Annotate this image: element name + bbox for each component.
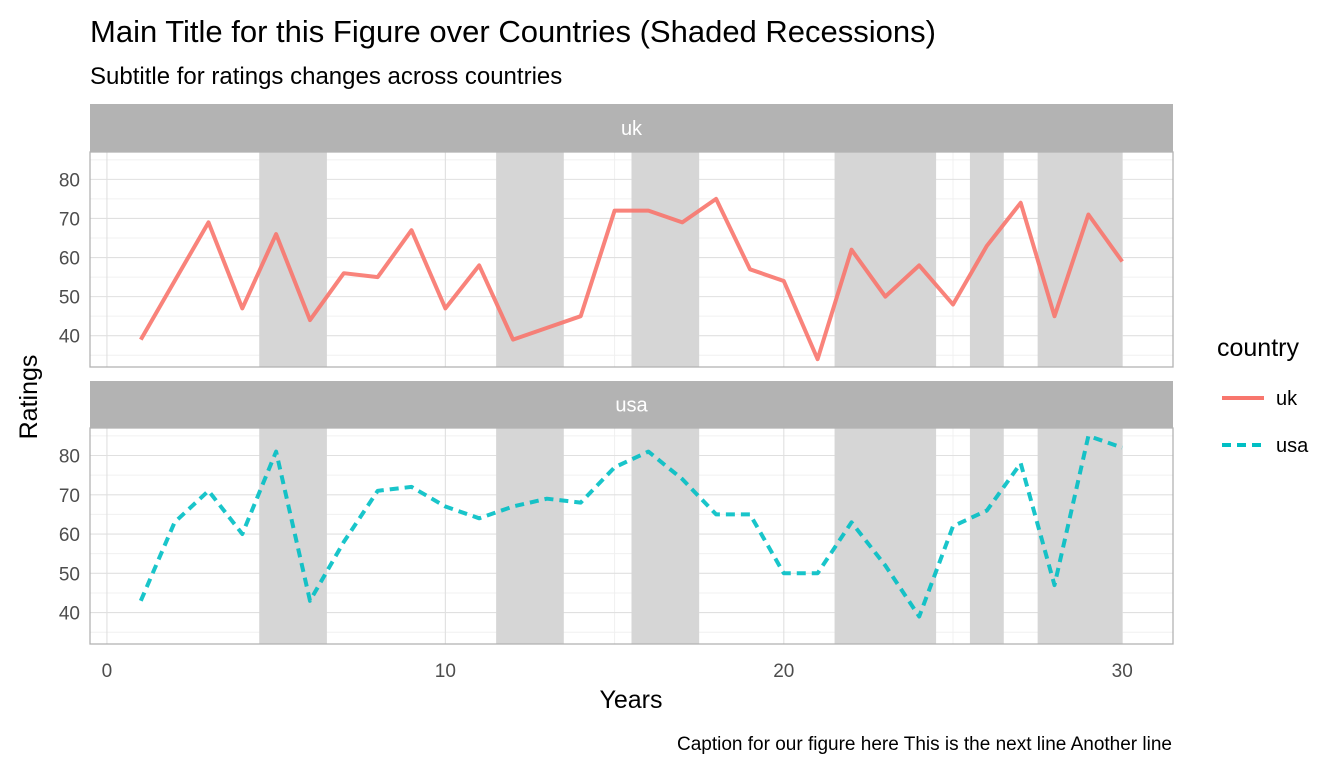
x-tick-label: 30 [1112,661,1133,682]
y-tick-label: 70 [59,486,80,507]
facet-panels: uk 40 50 60 70 80 usa 40 50 60 70 80 [59,104,1174,645]
chart-title: Main Title for this Figure over Countrie… [90,14,936,49]
x-tick-label: 10 [435,661,456,682]
chart-subtitle: Subtitle for ratings changes across coun… [90,63,562,90]
legend: country uk usa [1217,334,1309,457]
recession-band [834,428,937,644]
x-tick-label: 0 [102,661,113,682]
recession-band [1037,428,1123,644]
legend-items: uk usa [1222,388,1309,457]
x-axis-title: Years [599,686,662,714]
y-axis-title: Ratings [15,355,43,440]
recession-band [631,152,700,367]
facet-strip-uk [90,104,1173,152]
legend-label-usa: usa [1276,435,1309,457]
facet-strip-label-uk: uk [621,118,643,140]
legend-title: country [1217,334,1299,362]
y-tick-label: 40 [59,327,80,348]
recession-band [969,428,1004,644]
y-tick-label: 50 [59,564,80,585]
recession-band [969,152,1004,367]
y-tick-label: 70 [59,209,80,230]
legend-item-usa: usa [1222,435,1309,457]
y-tick-label: 60 [59,525,80,546]
recession-band [259,428,327,644]
facet-strip-usa [90,381,1173,428]
recession-band [631,428,700,644]
y-tick-label: 40 [59,604,80,625]
series-line-uk [139,196,1124,362]
y-tick-label: 80 [59,446,80,467]
legend-item-uk: uk [1222,388,1298,410]
recession-band [259,152,327,367]
x-tick-label: 20 [773,661,794,682]
y-tick-label: 60 [59,249,80,270]
panel-border [89,151,1174,368]
facet-panel-uk: uk 40 50 60 70 80 [59,104,1174,368]
recession-band [834,152,937,367]
y-tick-label: 50 [59,288,80,309]
legend-label-uk: uk [1276,388,1298,410]
facet-strip-label-usa: usa [615,395,648,417]
y-tick-label: 80 [59,170,80,191]
panel-border [89,427,1174,645]
recession-band [496,428,564,644]
facet-panel-usa: usa 40 50 60 70 80 [59,381,1174,645]
x-axis-ticks: 0 10 20 30 [102,661,1133,682]
series-line-usa [138,433,1123,619]
chart-caption: Caption for our figure here This is the … [677,734,1172,755]
recession-band [1037,152,1123,367]
